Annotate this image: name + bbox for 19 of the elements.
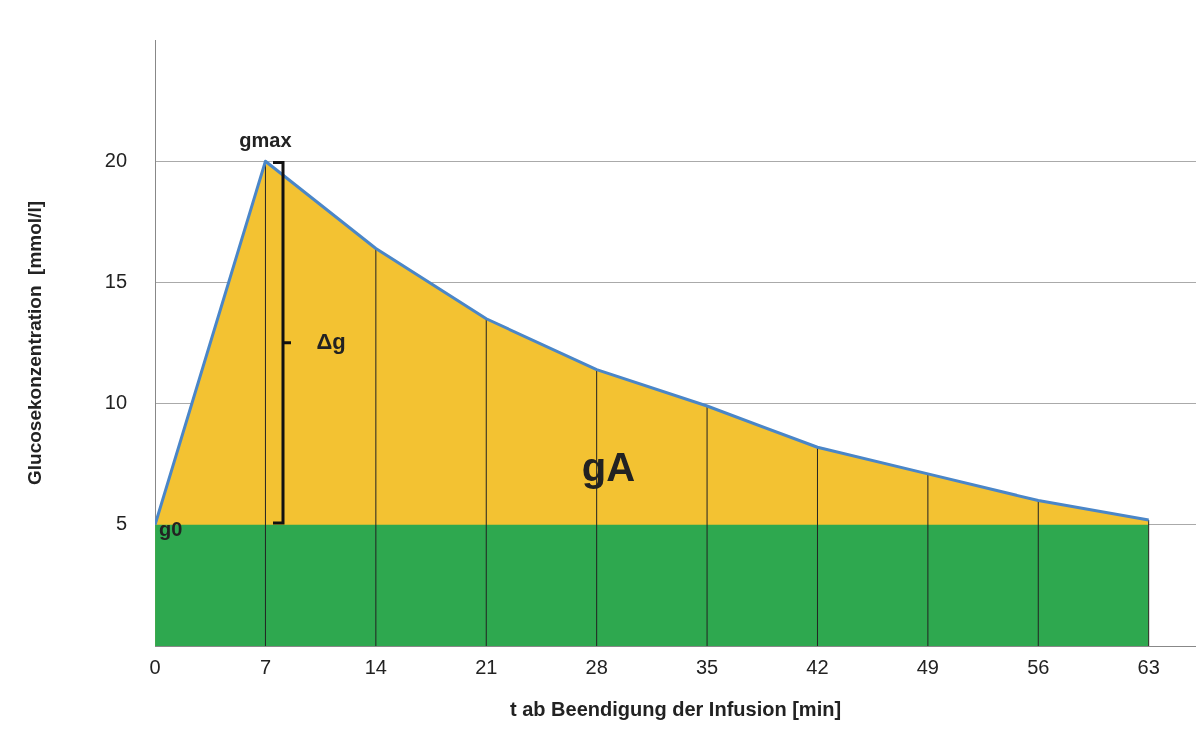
y-axis-title: Glucosekonzentration [mmol/l] — [23, 201, 45, 485]
y-tick-label: 15 — [104, 269, 128, 292]
annotation: g0 — [159, 518, 183, 541]
annotation: gmax — [239, 128, 292, 151]
x-tick-label: 35 — [695, 655, 719, 678]
y-tick-label: 10 — [104, 391, 128, 414]
x-tick-label: 21 — [475, 655, 498, 678]
x-tick-label: 63 — [1137, 655, 1160, 678]
x-tick-label: 14 — [364, 655, 387, 678]
annotation: Δg — [316, 329, 346, 355]
y-tick-label: 5 — [115, 512, 128, 535]
x-tick-label: 56 — [1027, 655, 1050, 678]
x-tick-label: 42 — [806, 655, 829, 678]
x-tick-label: 0 — [149, 655, 161, 678]
x-tick-label: 49 — [916, 655, 939, 678]
x-axis-title: t ab Beendigung der Infusion [min] — [509, 697, 842, 720]
y-tick-label: 20 — [104, 148, 128, 171]
x-tick-label: 7 — [259, 655, 272, 678]
x-tick-label: 28 — [585, 655, 608, 678]
